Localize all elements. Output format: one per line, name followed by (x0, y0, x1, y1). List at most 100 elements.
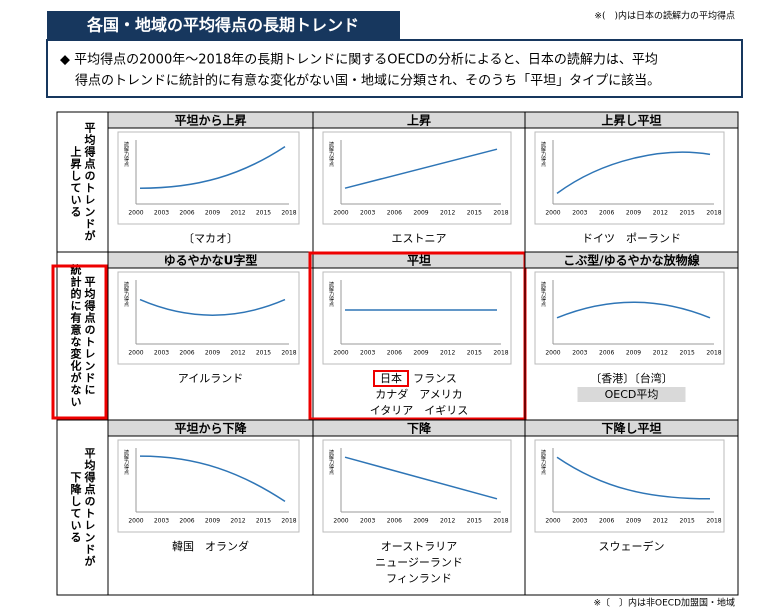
header-note: ※( )内は日本の読解力の平均得点 (594, 10, 735, 22)
x-tick-label: 2000 (333, 518, 348, 525)
x-tick-label: 2018 (493, 210, 508, 217)
title: 各国・地域の平均得点の長期トレンド (86, 16, 359, 35)
x-tick-label: 2015 (256, 210, 271, 217)
trend-curve (557, 457, 710, 499)
chart-box (117, 271, 300, 365)
country: 韓国 オランダ (172, 539, 249, 553)
x-tick-label: 2012 (440, 518, 455, 525)
summary-line: ◆ 平均得点の2000年～2018年の長期トレンドに関するOECDの分析によると… (60, 52, 658, 68)
row-label: 平均得点のトレンドに (83, 276, 97, 396)
x-tick-label: 2009 (413, 518, 428, 525)
chart-box (322, 439, 512, 533)
cell-title: ゆるやかなU字型 (164, 253, 258, 268)
highlight-box (51, 264, 108, 420)
x-tick-label: 2006 (387, 518, 402, 525)
country: 〔マカオ〕 (183, 232, 238, 245)
x-tick-label: 2003 (572, 350, 587, 357)
summary-line: 得点のトレンドに統計的に有意な変化がない国・地域に分類され、そのうち「平坦」タイ… (75, 73, 660, 89)
x-tick-label: 2003 (360, 210, 375, 217)
x-tick-label: 2015 (467, 210, 482, 217)
country: 日本 (380, 371, 402, 385)
cell-header-bg (524, 251, 739, 269)
x-tick-label: 2015 (680, 518, 695, 525)
x-tick-label: 2009 (205, 350, 220, 357)
footnote: ※〔 〕内は非OECD加盟国・地域 (593, 597, 735, 609)
x-tick-label: 2015 (680, 350, 695, 357)
trend-curve (140, 456, 285, 501)
x-tick-label: 2003 (154, 350, 169, 357)
x-tick-label: 2006 (387, 350, 402, 357)
x-tick-label: 2003 (360, 518, 375, 525)
x-tick-label: 2015 (256, 350, 271, 357)
country-box (373, 370, 409, 387)
x-tick-label: 2018 (281, 518, 296, 525)
country: ドイツ ポーランド (582, 232, 681, 245)
country: エストニア (392, 232, 447, 245)
cell-title: 上昇し平坦 (601, 113, 661, 128)
chart-box (117, 439, 300, 533)
trend-curve-group (345, 149, 497, 188)
trend-curve (140, 147, 285, 189)
x-tick-label: 2015 (256, 518, 271, 525)
country: オーストラリア (381, 540, 457, 553)
country: スウェーデン (599, 539, 665, 553)
trend-curve-group (557, 457, 710, 499)
country: アイルランド (178, 372, 243, 385)
chart-y-label: 読解力得点 (328, 449, 334, 476)
x-tick-label: 2000 (128, 210, 143, 217)
chart-box (534, 271, 725, 365)
cell-title: こぶ型/ゆるやかな放物線 (563, 253, 699, 268)
chart-y-label: 読解力得点 (328, 141, 334, 168)
row-label: 上昇している (69, 145, 82, 218)
country: イタリア イギリス (370, 404, 469, 417)
x-tick-label: 2003 (154, 210, 169, 217)
x-tick-label: 2000 (333, 210, 348, 217)
x-tick-label: 2000 (545, 210, 560, 217)
x-tick-label: 2003 (154, 518, 169, 525)
cell-header-bg (524, 111, 739, 129)
trend-curve (345, 149, 497, 188)
country: フランス (413, 372, 457, 385)
chart-y-label: 読解力得点 (123, 449, 129, 476)
trend-curve (140, 300, 285, 316)
x-tick-label: 2009 (413, 350, 428, 357)
cell-title: 平坦 (407, 254, 431, 268)
chart-box (322, 131, 512, 225)
cell-title: 下降 (407, 421, 432, 436)
x-tick-label: 2018 (281, 350, 296, 357)
country: カナダ アメリカ (375, 387, 462, 401)
country: OECD平均 (605, 388, 659, 401)
title-banner (47, 11, 400, 39)
x-tick-label: 2015 (467, 350, 482, 357)
trend-curve-group (345, 457, 497, 499)
chart-y-label: 読解力得点 (123, 141, 129, 168)
x-tick-label: 2000 (333, 350, 348, 357)
x-tick-label: 2003 (572, 518, 587, 525)
row-label: 平均得点のトレンドが (83, 122, 97, 242)
x-tick-label: 2000 (128, 350, 143, 357)
row-label: 統計的に有意な変化がない (69, 263, 82, 408)
trend-curve (345, 457, 497, 499)
row-label: 平均得点のトレンドが (83, 447, 97, 567)
x-tick-label: 2012 (653, 350, 668, 357)
x-tick-label: 2006 (599, 518, 614, 525)
trend-curve-group (140, 456, 285, 501)
cell-title: 下降し平坦 (601, 421, 661, 436)
chart-y-label: 読解力得点 (540, 141, 546, 168)
x-tick-label: 2012 (230, 350, 245, 357)
x-tick-label: 2012 (653, 210, 668, 217)
x-tick-label: 2012 (440, 350, 455, 357)
chart-y-label: 読解力得点 (123, 281, 129, 308)
trend-curve-group (140, 147, 285, 189)
trend-curve-group (140, 300, 285, 316)
x-tick-label: 2018 (281, 210, 296, 217)
x-tick-label: 2018 (706, 350, 721, 357)
x-tick-label: 2012 (230, 210, 245, 217)
row-label: 下降している (69, 471, 82, 543)
x-tick-label: 2009 (626, 518, 641, 525)
x-tick-label: 2012 (440, 210, 455, 217)
x-tick-label: 2006 (179, 350, 194, 357)
summary-box (46, 39, 743, 98)
x-tick-label: 2018 (706, 518, 721, 525)
trend-curve (557, 152, 710, 193)
